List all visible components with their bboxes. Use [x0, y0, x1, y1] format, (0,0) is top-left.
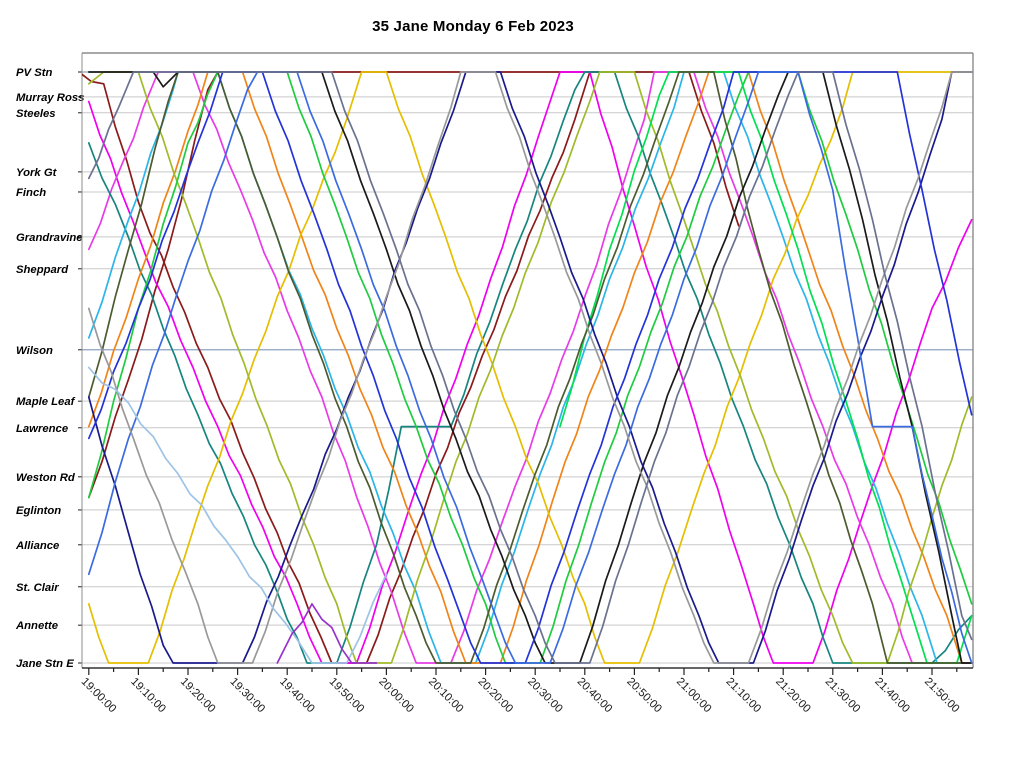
station-label: Murray Ross — [16, 92, 84, 104]
vehicle-trace-trip-yellowgreen — [87, 71, 973, 664]
station-label: York Gt — [16, 167, 58, 179]
time-tick-label: 19:30:00 — [227, 676, 267, 716]
time-tick-label: 20:40:00 — [575, 676, 615, 716]
vehicle-trace-trip-green-2 — [559, 71, 973, 664]
time-tick-label: 20:50:00 — [624, 676, 664, 716]
time-tick-label: 19:10:00 — [128, 676, 168, 716]
vehicle-trace-trip-magenta-1 — [87, 71, 973, 664]
vehicle-trace-trip-slate — [87, 71, 973, 664]
time-tick-label: 21:50:00 — [922, 676, 962, 716]
station-label: Wilson — [16, 345, 53, 357]
station-label: Weston Rd — [16, 472, 76, 484]
vehicle-trace-trip-lightblue — [87, 366, 388, 664]
time-tick-label: 21:40:00 — [872, 676, 912, 716]
time-tick-label: 21:30:00 — [823, 676, 863, 716]
station-label: Eglinton — [16, 505, 61, 517]
time-tick-label: 20:10:00 — [426, 676, 466, 716]
station-label: St. Clair — [16, 582, 59, 594]
vehicle-trace-trip-violet — [276, 603, 378, 664]
time-tick-label: 19:20:00 — [178, 676, 218, 716]
station-label: Sheppard — [16, 264, 69, 276]
station-label: Annette — [15, 620, 58, 632]
time-tick-label: 19:40:00 — [277, 676, 317, 716]
chart-title: 35 Jane Monday 6 Feb 2023 — [372, 18, 574, 35]
vehicle-trace-trip-gray — [87, 71, 973, 664]
time-tick-label: 21:10:00 — [723, 676, 763, 716]
station-label: Finch — [16, 187, 46, 199]
time-tick-label: 21:20:00 — [773, 676, 813, 716]
station-label: Steeles — [16, 108, 56, 120]
station-label: Alliance — [15, 540, 59, 552]
vehicle-trace-trip-darkolive — [87, 71, 973, 664]
station-label: Jane Stn E — [16, 658, 74, 670]
vehicle-trace-trip-blue-2 — [87, 71, 973, 664]
station-label: Grandravine — [16, 232, 83, 244]
vehicle-trace-trip-teal — [87, 71, 973, 664]
station-label: Lawrence — [16, 423, 68, 435]
station-label: PV Stn — [16, 67, 53, 79]
time-tick-label: 21:00:00 — [674, 676, 714, 716]
time-tick-label: 20:00:00 — [376, 676, 416, 716]
time-tick-label: 19:50:00 — [327, 676, 367, 716]
time-tick-label: 20:20:00 — [475, 676, 515, 716]
station-label: Maple Leaf — [16, 396, 76, 408]
time-tick-label: 20:30:00 — [525, 676, 565, 716]
time-tick-label: 19:00:00 — [79, 676, 119, 716]
